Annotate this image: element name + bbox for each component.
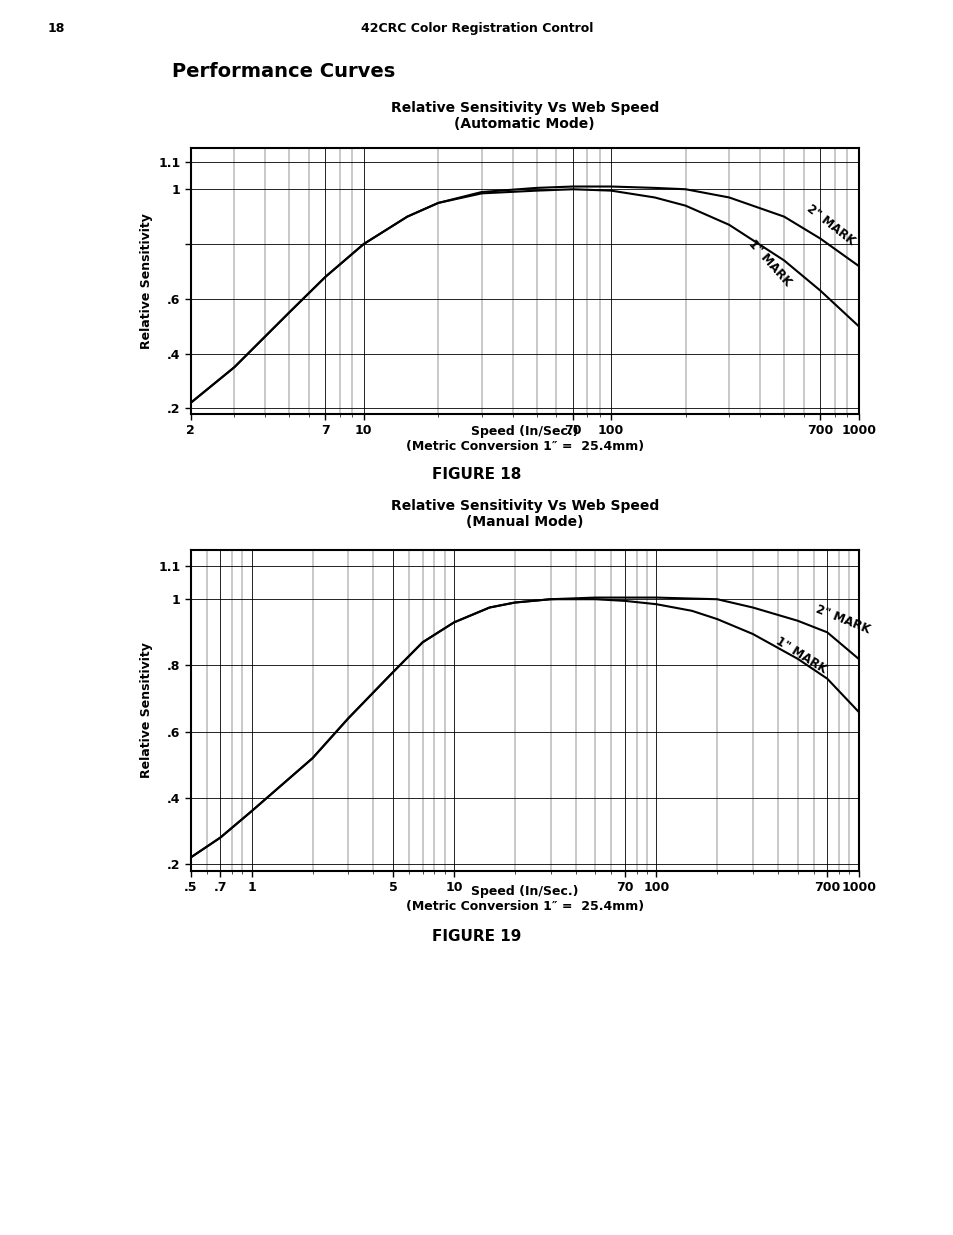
Text: 42CRC Color Registration Control: 42CRC Color Registration Control	[360, 22, 593, 36]
Text: Speed (In/Sec.)
(Metric Conversion 1″ =  25.4mm): Speed (In/Sec.) (Metric Conversion 1″ = …	[405, 885, 643, 914]
Text: FIGURE 18: FIGURE 18	[432, 467, 521, 482]
Text: Relative Sensitivity Vs Web Speed
(Manual Mode): Relative Sensitivity Vs Web Speed (Manua…	[390, 499, 659, 529]
Text: 2" MARK: 2" MARK	[802, 203, 856, 248]
Y-axis label: Relative Sensitivity: Relative Sensitivity	[139, 212, 152, 350]
Text: 18: 18	[48, 22, 65, 36]
Text: Performance Curves: Performance Curves	[172, 62, 395, 80]
Text: 2" MARK: 2" MARK	[813, 603, 871, 636]
Text: 1" MARK: 1" MARK	[745, 237, 793, 289]
Y-axis label: Relative Sensitivity: Relative Sensitivity	[139, 642, 152, 778]
Text: FIGURE 19: FIGURE 19	[432, 929, 521, 944]
Text: Relative Sensitivity Vs Web Speed
(Automatic Mode): Relative Sensitivity Vs Web Speed (Autom…	[390, 101, 659, 131]
Text: Speed (In/Sec.)
(Metric Conversion 1″ =  25.4mm): Speed (In/Sec.) (Metric Conversion 1″ = …	[405, 425, 643, 453]
Text: 1" MARK: 1" MARK	[773, 635, 828, 677]
